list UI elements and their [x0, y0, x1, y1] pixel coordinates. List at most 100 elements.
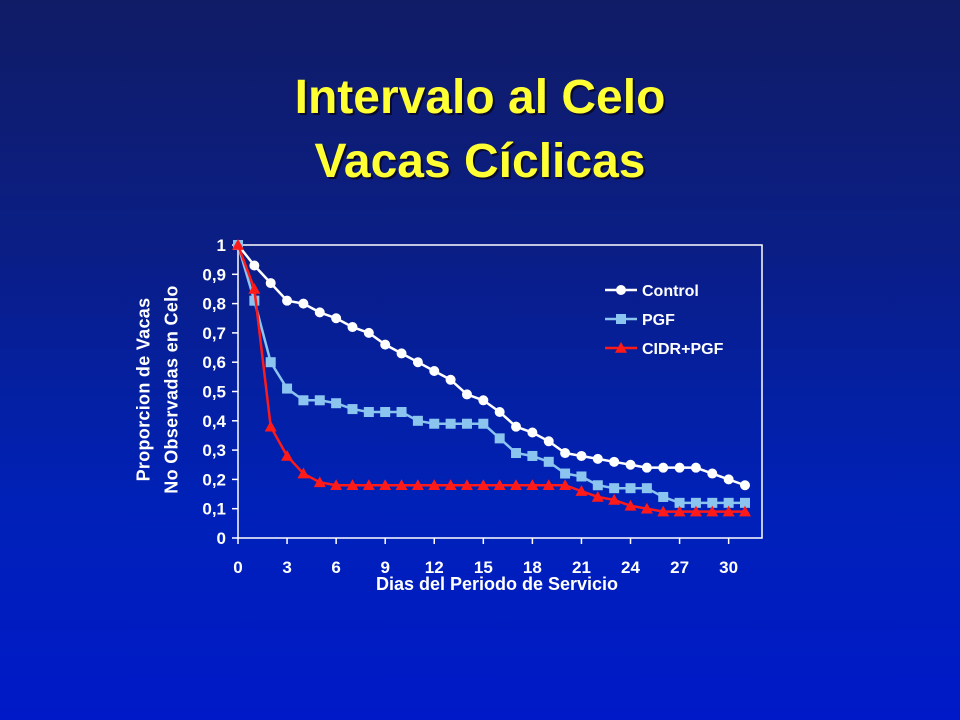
x-tick-label: 21: [572, 558, 591, 577]
data-point: [625, 459, 636, 470]
data-point: [641, 483, 652, 494]
x-tick-label: 6: [331, 558, 340, 577]
page-title: Intervalo al Celo Vacas Cíclicas: [0, 66, 960, 194]
data-point: [347, 404, 358, 415]
data-point: [723, 497, 734, 508]
data-point: [314, 395, 325, 406]
data-point: [249, 260, 260, 271]
data-point: [346, 479, 359, 491]
data-point: [331, 398, 342, 409]
data-point: [707, 497, 718, 508]
data-point: [477, 479, 490, 491]
data-point: [429, 418, 440, 429]
x-tick-label: 18: [523, 558, 542, 577]
data-point: [657, 505, 670, 517]
data-point: [624, 499, 637, 511]
data-point: [526, 479, 539, 491]
data-point: [674, 462, 685, 473]
data-point: [494, 407, 505, 418]
data-point: [511, 421, 522, 432]
series-line: [237, 244, 746, 487]
data-point: [396, 348, 407, 359]
y-tick-label: 0,9: [202, 265, 226, 284]
data-point: [543, 436, 554, 447]
data-point: [739, 505, 751, 517]
data-point: [478, 418, 489, 429]
y-tick-label: 0,1: [202, 500, 226, 519]
y-tick-label: 0,6: [202, 353, 226, 372]
data-point: [265, 357, 276, 368]
data-point: [740, 480, 750, 491]
data-point: [232, 239, 244, 250]
y-tick-label: 0: [217, 529, 226, 548]
data-point: [559, 479, 572, 491]
data-point: [396, 407, 407, 418]
data-point: [673, 505, 686, 517]
data-point: [282, 383, 293, 394]
data-point: [298, 395, 309, 406]
data-point: [640, 502, 653, 514]
legend-marker: [616, 314, 626, 324]
y-tick-label: 0,8: [202, 295, 226, 314]
data-point: [380, 339, 391, 350]
legend-label: PGF: [642, 312, 675, 329]
data-point: [264, 420, 277, 432]
data-point: [379, 479, 392, 491]
data-point: [658, 491, 669, 502]
data-point: [690, 497, 701, 508]
data-point: [641, 462, 652, 473]
data-point: [281, 449, 294, 461]
legend-marker: [615, 342, 627, 353]
data-point: [576, 450, 587, 461]
data-point: [347, 322, 358, 333]
x-axis-label: Dias del Periodo de Servicio: [376, 574, 618, 594]
y-axis-label-line-2: No Observadas en Celo: [161, 284, 182, 494]
data-point: [609, 483, 620, 494]
y-tick-label: 0,5: [202, 383, 226, 402]
series-pgf: [233, 240, 750, 508]
data-point: [461, 418, 472, 429]
data-point: [592, 480, 603, 491]
data-point: [527, 450, 538, 461]
data-point: [689, 505, 702, 517]
data-point: [740, 497, 750, 508]
data-point: [608, 493, 621, 505]
data-point: [575, 485, 588, 496]
data-point: [429, 365, 440, 376]
data-point: [560, 448, 571, 459]
data-point: [412, 357, 423, 368]
data-point: [722, 505, 735, 517]
legend-label: CIDR+PGF: [642, 341, 724, 358]
data-point: [674, 497, 685, 508]
x-tick-label: 9: [380, 558, 389, 577]
data-point: [460, 479, 473, 491]
x-tick-label: 27: [670, 558, 689, 577]
series-control: [233, 240, 750, 491]
data-point: [445, 374, 456, 385]
y-tick-label: 0,4: [202, 412, 226, 431]
data-point: [297, 467, 310, 479]
legend-marker: [616, 285, 626, 295]
data-point: [445, 418, 456, 429]
x-tick-label: 24: [621, 558, 640, 577]
data-point: [690, 462, 701, 473]
data-point: [461, 389, 472, 400]
data-point: [363, 407, 374, 418]
data-point: [444, 479, 457, 491]
title-line-1: Intervalo al Celo: [294, 71, 666, 124]
x-tick-label: 3: [282, 558, 291, 577]
data-point: [298, 298, 309, 309]
data-point: [282, 295, 293, 306]
data-point: [248, 282, 261, 294]
data-point: [428, 479, 441, 491]
x-tick-label: 0: [233, 558, 242, 577]
data-point: [658, 462, 669, 473]
x-tick-label: 12: [425, 558, 444, 577]
data-point: [510, 479, 523, 491]
data-point: [591, 490, 604, 502]
data-point: [592, 453, 603, 464]
data-point: [380, 407, 391, 418]
data-point: [494, 433, 505, 444]
data-point: [706, 505, 719, 517]
